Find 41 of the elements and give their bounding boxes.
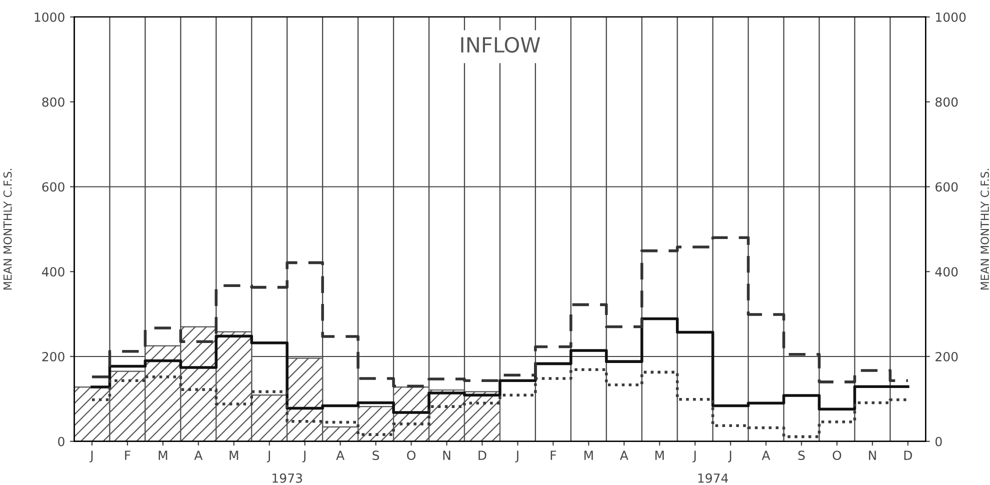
y-tick-label: 400 — [42, 267, 64, 277]
x-tick-label: F — [550, 450, 556, 460]
y2-axis-title: MEAN MONTHLY C.F.S. — [980, 168, 989, 290]
x-tick-label: J — [728, 450, 732, 462]
x-tick-label: J — [515, 450, 518, 462]
x-tick-label: A — [620, 450, 628, 460]
x-tick-label: O — [407, 450, 416, 460]
x-tick-label: N — [443, 450, 450, 460]
x-tick-label: S — [372, 450, 380, 460]
y2-tick-label: 1000 — [936, 12, 966, 22]
x-tick-label: J — [302, 450, 306, 462]
x-tick-label: J — [692, 450, 696, 462]
y2-tick-label: 200 — [936, 352, 958, 362]
x-tick-label: D — [478, 450, 486, 460]
text: INFLOW — [461, 36, 540, 53]
y2-tick-label: 0 — [936, 436, 942, 446]
x-tick-label: M — [655, 450, 664, 460]
y-tick-label: 800 — [42, 97, 64, 107]
x-tick-label: A — [194, 450, 203, 460]
x-tick-label: O — [832, 450, 842, 460]
text: 1973 — [272, 473, 302, 483]
y-tick-label: 600 — [42, 182, 64, 192]
y2-tick-label: 800 — [936, 97, 958, 107]
y2-tick-label: 600 — [936, 182, 958, 192]
x-tick-label: D — [904, 450, 912, 460]
x-tick-label: A — [336, 450, 344, 460]
x-tick-label: S — [798, 450, 805, 460]
x-tick-label: M — [230, 450, 238, 460]
x-tick-label: N — [868, 450, 876, 460]
y-tick-label: 0 — [58, 436, 64, 446]
y-tick-label: 200 — [42, 352, 64, 362]
x-tick-label: J — [266, 450, 270, 462]
y-axis-title: MEAN MONTHLY C.F.S. — [3, 168, 12, 290]
x-tick-label: F — [125, 450, 130, 460]
x-tick-label: M — [584, 450, 593, 460]
text: 1974 — [698, 473, 728, 483]
x-tick-label: J — [89, 450, 93, 462]
y2-tick-label: 400 — [935, 267, 958, 277]
x-tick-label: A — [762, 450, 770, 460]
y-tick-label: 1000 — [34, 12, 64, 22]
x-tick-label: M — [158, 450, 168, 460]
